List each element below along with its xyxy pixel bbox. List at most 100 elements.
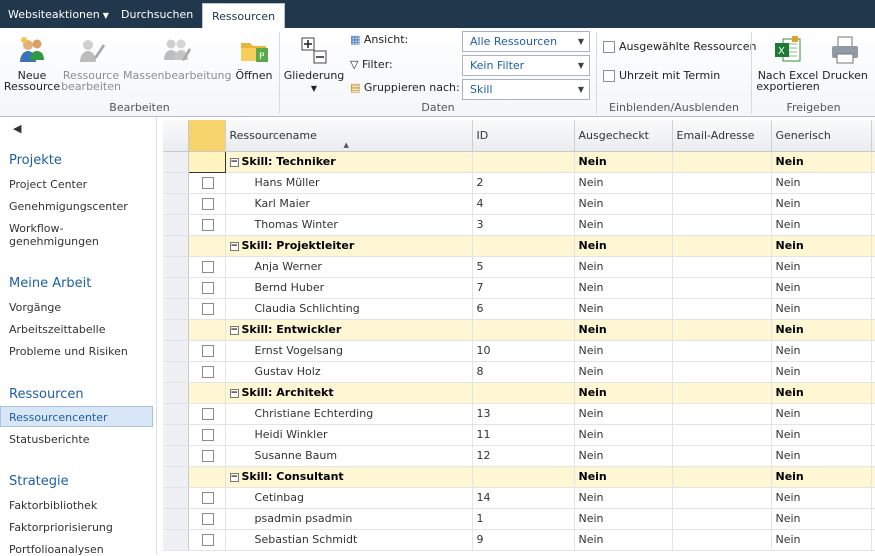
collapse-minus-icon[interactable]: − [229,387,239,398]
resource-name-cell[interactable]: Karl Maier [225,193,473,215]
table-row[interactable]: Thomas Winter 3 Nein Nein [163,214,875,236]
group-row[interactable]: − Skill: Projektleiter Nein Nein [163,235,875,257]
nav-section-ressourcen[interactable]: Ressourcen [9,387,84,402]
group-row[interactable]: − Skill: Techniker Nein Nein [163,150,875,173]
column-header-checked-out[interactable]: Ausgecheckt [574,120,673,152]
row-checkbox-cell[interactable] [188,298,226,320]
selected-resources-checkbox[interactable] [603,41,615,53]
resource-name-cell[interactable]: Sebastian Schmidt [225,529,473,551]
site-actions-menu[interactable]: Websiteaktionen ▼ [0,0,117,28]
row-checkbox[interactable] [201,408,214,420]
resource-name-cell[interactable]: Ernst Vogelsang [225,340,473,362]
time-with-date-toggle[interactable]: Uhrzeit mit Termin [603,69,720,82]
resource-name-cell[interactable]: Hans Müller [225,172,473,194]
row-checkbox-cell[interactable] [188,487,226,509]
row-checkbox[interactable] [201,429,214,441]
nav-item-driver-library[interactable]: Faktorbibliothek [9,499,98,512]
table-row[interactable]: psadmin psadmin 1 Nein Nein [163,508,875,530]
column-header-id[interactable]: ID [472,120,575,152]
row-checkbox-cell[interactable] [188,214,226,236]
collapse-minus-icon[interactable]: − [229,324,239,335]
row-checkbox[interactable] [201,219,214,231]
column-header-generic[interactable]: Generisch [771,120,872,152]
group-row[interactable]: − Skill: Entwickler Nein Nein [163,319,875,341]
nav-item-project-center[interactable]: Project Center [9,178,88,191]
nav-item-resource-center[interactable]: Ressourcencenter [9,411,108,424]
group-select-cell[interactable] [188,235,226,257]
resource-name-cell[interactable]: Anja Werner [225,256,473,278]
row-checkbox[interactable] [201,345,214,357]
open-button[interactable]: P Öffnen [233,30,275,81]
row-checkbox[interactable] [201,282,214,294]
row-checkbox-cell[interactable] [188,277,226,299]
table-row[interactable]: Bernd Huber 7 Nein Nein [163,277,875,299]
resource-name-cell[interactable]: Gustav Holz [225,361,473,383]
group-label-cell[interactable]: − Skill: Techniker [225,151,473,173]
table-row[interactable]: Anja Werner 5 Nein Nein [163,256,875,278]
nav-item-tasks[interactable]: Vorgänge [9,301,62,314]
tab-browse[interactable]: Durchsuchen [121,8,194,21]
collapse-minus-icon[interactable]: − [229,471,239,482]
bulk-edit-button[interactable]: Massenbearbeitung [123,30,232,81]
edit-resource-button[interactable]: Ressource bearbeiten [61,30,121,92]
row-checkbox-cell[interactable] [188,445,226,467]
row-checkbox[interactable] [201,492,214,504]
row-checkbox[interactable] [201,366,214,378]
group-label-cell[interactable]: − Skill: Entwickler [225,319,473,341]
table-row[interactable]: Karl Maier 4 Nein Nein [163,193,875,215]
nav-section-strategie[interactable]: Strategie [9,474,69,489]
resource-name-cell[interactable]: Christiane Echterding [225,403,473,425]
nav-item-portfolio-analyses[interactable]: Portfolioanalysen [9,543,104,556]
group-row[interactable]: − Skill: Consultant Nein Nein [163,466,875,488]
resource-name-cell[interactable]: psadmin psadmin [225,508,473,530]
table-row[interactable]: Gustav Holz 8 Nein Nein [163,361,875,383]
group-select-cell[interactable] [187,150,226,173]
row-checkbox[interactable] [201,261,214,273]
collapse-minus-icon[interactable]: − [229,156,239,167]
table-row[interactable]: Ernst Vogelsang 10 Nein Nein [163,340,875,362]
print-button[interactable]: Drucken [822,30,868,81]
new-resource-button[interactable]: Neue Ressource [3,30,61,92]
resource-name-cell[interactable]: Susanne Baum [225,445,473,467]
group-select-cell[interactable] [188,382,226,404]
row-checkbox[interactable] [201,534,214,546]
nav-item-status-reports[interactable]: Statusberichte [9,433,90,446]
nav-item-timesheet[interactable]: Arbeitszeittabelle [9,323,106,336]
outline-button[interactable]: Gliederung ▼ [283,30,345,94]
resource-name-cell[interactable]: Claudia Schlichting [225,298,473,320]
time-with-date-checkbox[interactable] [603,70,615,82]
export-excel-button[interactable]: X Nach Excel exportieren [756,30,820,92]
column-header-resource-name[interactable]: Ressourcename ▲ [225,120,473,152]
row-checkbox-cell[interactable] [188,340,226,362]
group-label-cell[interactable]: − Skill: Architekt [225,382,473,404]
group-by-select[interactable]: Skill ▼ [462,79,590,100]
row-checkbox-cell[interactable] [188,193,226,215]
nav-section-projekte[interactable]: Projekte [9,153,62,168]
collapse-minus-icon[interactable]: − [229,240,239,251]
column-header-email[interactable]: Email-Adresse [672,120,772,152]
row-checkbox-cell[interactable] [188,172,226,194]
resource-name-cell[interactable]: Cetinbag [225,487,473,509]
nav-section-meine-arbeit[interactable]: Meine Arbeit [9,276,92,291]
row-checkbox[interactable] [201,198,214,210]
table-row[interactable]: Claudia Schlichting 6 Nein Nein [163,298,875,320]
row-checkbox-cell[interactable] [188,361,226,383]
row-checkbox-cell[interactable] [188,529,226,551]
table-row[interactable]: Heidi Winkler 11 Nein Nein [163,424,875,446]
nav-item-issues-risks[interactable]: Probleme und Risiken [9,345,128,358]
row-checkbox-cell[interactable] [188,403,226,425]
row-checkbox-cell[interactable] [188,508,226,530]
group-row[interactable]: − Skill: Architekt Nein Nein [163,382,875,404]
filter-select[interactable]: Kein Filter ▼ [462,55,590,76]
view-select[interactable]: Alle Ressourcen ▼ [462,31,590,52]
collapse-arrow-icon[interactable]: ◀ [13,122,22,135]
row-checkbox[interactable] [201,177,214,189]
nav-item-driver-prioritization[interactable]: Faktorpriorisierung [9,521,113,534]
nav-item-workflow-approvals[interactable]: Workflow-genehmigungen [9,222,99,248]
table-row[interactable]: Cetinbag 14 Nein Nein [163,487,875,509]
tab-resources[interactable]: Ressourcen [202,3,286,28]
resource-name-cell[interactable]: Heidi Winkler [225,424,473,446]
table-row[interactable]: Susanne Baum 12 Nein Nein [163,445,875,467]
row-checkbox[interactable] [201,303,214,315]
nav-item-approval-center[interactable]: Genehmigungscenter [9,200,128,213]
